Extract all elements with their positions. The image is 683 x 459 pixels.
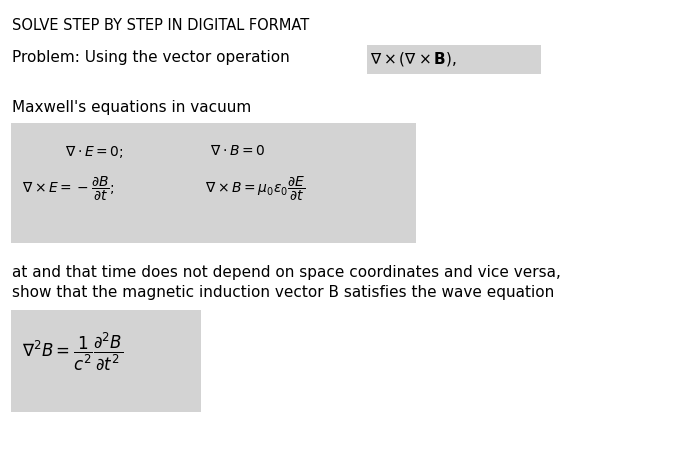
Text: Problem: Using the vector operation: Problem: Using the vector operation <box>12 50 294 65</box>
FancyBboxPatch shape <box>367 46 541 75</box>
FancyBboxPatch shape <box>11 310 201 412</box>
Text: $\nabla \times E = -\dfrac{\partial B}{\partial t};$: $\nabla \times E = -\dfrac{\partial B}{\… <box>22 174 115 203</box>
Text: $\nabla \cdot E = 0;$: $\nabla \cdot E = 0;$ <box>65 143 124 160</box>
Text: SOLVE STEP BY STEP IN DIGITAL FORMAT: SOLVE STEP BY STEP IN DIGITAL FORMAT <box>12 18 309 33</box>
Text: at and that time does not depend on space coordinates and vice versa,: at and that time does not depend on spac… <box>12 264 561 280</box>
Text: $\nabla \cdot B = 0$: $\nabla \cdot B = 0$ <box>210 143 266 157</box>
Text: $\nabla \times B = \mu_0\epsilon_0\dfrac{\partial E}{\partial t}$: $\nabla \times B = \mu_0\epsilon_0\dfrac… <box>205 174 305 203</box>
Text: $\nabla \times (\nabla \times \mathbf{B}),$: $\nabla \times (\nabla \times \mathbf{B}… <box>370 50 457 68</box>
Text: $\nabla^2 B = \dfrac{1}{c^2}\dfrac{\partial^2 B}{\partial t^2}$: $\nabla^2 B = \dfrac{1}{c^2}\dfrac{\part… <box>22 329 123 371</box>
Text: Maxwell's equations in vacuum: Maxwell's equations in vacuum <box>12 100 251 115</box>
Text: show that the magnetic induction vector B satisfies the wave equation: show that the magnetic induction vector … <box>12 285 554 299</box>
FancyBboxPatch shape <box>11 124 416 243</box>
